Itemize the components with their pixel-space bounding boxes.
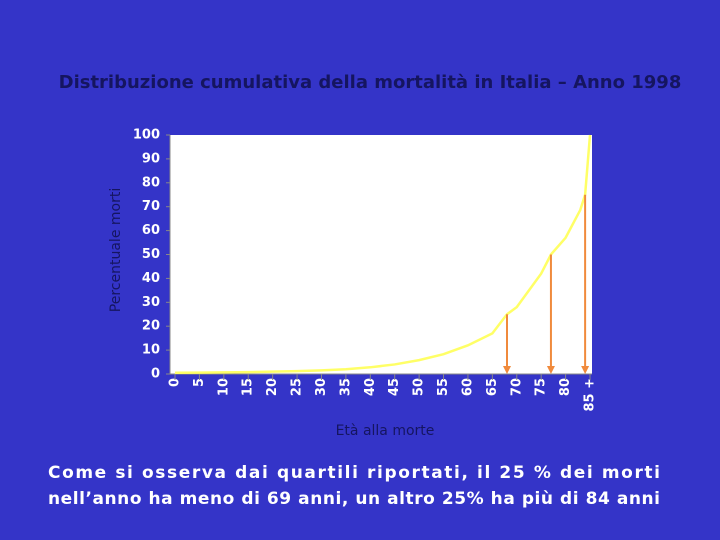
- y-tick-label: 0: [151, 367, 160, 382]
- x-tick-label: 0: [168, 378, 183, 387]
- y-tick-label: 100: [133, 128, 160, 143]
- x-tick-label: 5: [192, 378, 207, 387]
- y-tick-label: 30: [142, 295, 160, 310]
- arrow-head: [503, 366, 511, 374]
- chart-title: Distribuzione cumulativa della mortalità…: [59, 72, 682, 93]
- x-tick-label: 60: [460, 378, 475, 396]
- x-tick-label: 40: [363, 378, 378, 396]
- x-tick-label: 10: [216, 378, 231, 396]
- caption-line: nell’anno ha meno di 69 anni, un altro 2…: [48, 489, 660, 509]
- x-tick-label: 85 +: [583, 378, 598, 412]
- x-tick-label: 45: [387, 378, 402, 396]
- y-tick-label: 50: [142, 247, 160, 262]
- arrow-head: [546, 366, 555, 374]
- x-tick-label: 70: [509, 378, 524, 396]
- x-tick-label: 20: [265, 378, 280, 396]
- curve: [174, 134, 592, 375]
- y-tick-label: 10: [142, 343, 160, 358]
- plot-area: [170, 135, 592, 374]
- x-tick-label: 55: [436, 378, 451, 396]
- arrow-head: [581, 366, 590, 374]
- y-tick-label: 90: [142, 151, 160, 166]
- y-tick-label: 70: [142, 199, 160, 214]
- caption-line: Come si osserva dai quartili riportati, …: [48, 463, 660, 483]
- y-tick-label: 20: [142, 319, 160, 334]
- x-tick-label: 30: [314, 378, 329, 396]
- x-tick-label: 50: [412, 378, 427, 396]
- x-axis-label: Età alla morte: [336, 423, 435, 439]
- y-tick-label: 40: [142, 271, 160, 286]
- y-tick-label: 60: [142, 223, 160, 238]
- x-tick-label: 25: [290, 378, 305, 396]
- x-tick-label: 65: [485, 378, 500, 396]
- y-tick-label: 80: [142, 175, 160, 190]
- x-tick-label: 80: [558, 378, 573, 396]
- x-tick-label: 15: [241, 378, 256, 396]
- y-axis-label: Percentuale morti: [108, 188, 124, 312]
- x-tick-label: 75: [534, 378, 549, 396]
- x-tick-label: 35: [338, 378, 353, 396]
